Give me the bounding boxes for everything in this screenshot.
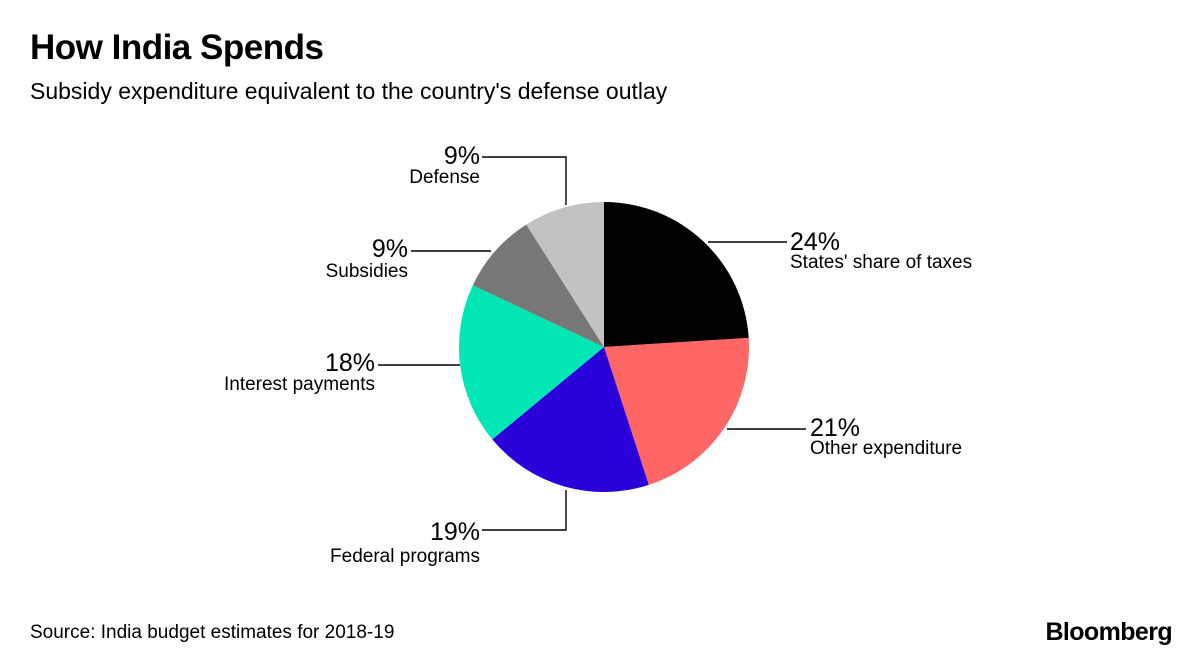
slice-value-label: 9% <box>372 235 408 263</box>
slice-value-label: 9% <box>444 142 480 170</box>
pie-slice <box>472 224 604 347</box>
slice-category-label: Defense <box>409 167 480 188</box>
pie-slice <box>492 347 649 492</box>
chart-title: How India Spends <box>30 28 324 67</box>
pie-chart: 24%States' share of taxes 21%Other expend… <box>224 142 972 567</box>
leader-line <box>482 490 567 531</box>
chart-subtitle: Subsidy expenditure equivalent to the co… <box>30 78 668 104</box>
slice-value-label: 24% <box>790 228 840 256</box>
pie-slices <box>458 202 749 492</box>
slice-category-label: Other expenditure <box>810 438 962 459</box>
pie-slice <box>458 285 604 440</box>
pie-slice <box>604 202 749 347</box>
slice-value-label: 19% <box>430 518 480 546</box>
slice-category-label: Subsidies <box>326 261 408 282</box>
slice-value-label: 21% <box>810 414 860 442</box>
slice-labels: 24%States' share of taxes 21%Other expend… <box>224 142 972 567</box>
slice-category-label: States' share of taxes <box>790 252 972 273</box>
pie-slice <box>526 202 604 347</box>
leader-line <box>482 156 567 205</box>
slice-category-label: Interest payments <box>224 374 375 395</box>
brand-logo: Bloomberg <box>1045 618 1172 646</box>
pie-slice <box>604 337 749 485</box>
slice-category-label: Federal programs <box>330 546 480 567</box>
source-note: Source: India budget estimates for 2018-… <box>30 622 395 643</box>
slice-value-label: 18% <box>325 349 375 377</box>
